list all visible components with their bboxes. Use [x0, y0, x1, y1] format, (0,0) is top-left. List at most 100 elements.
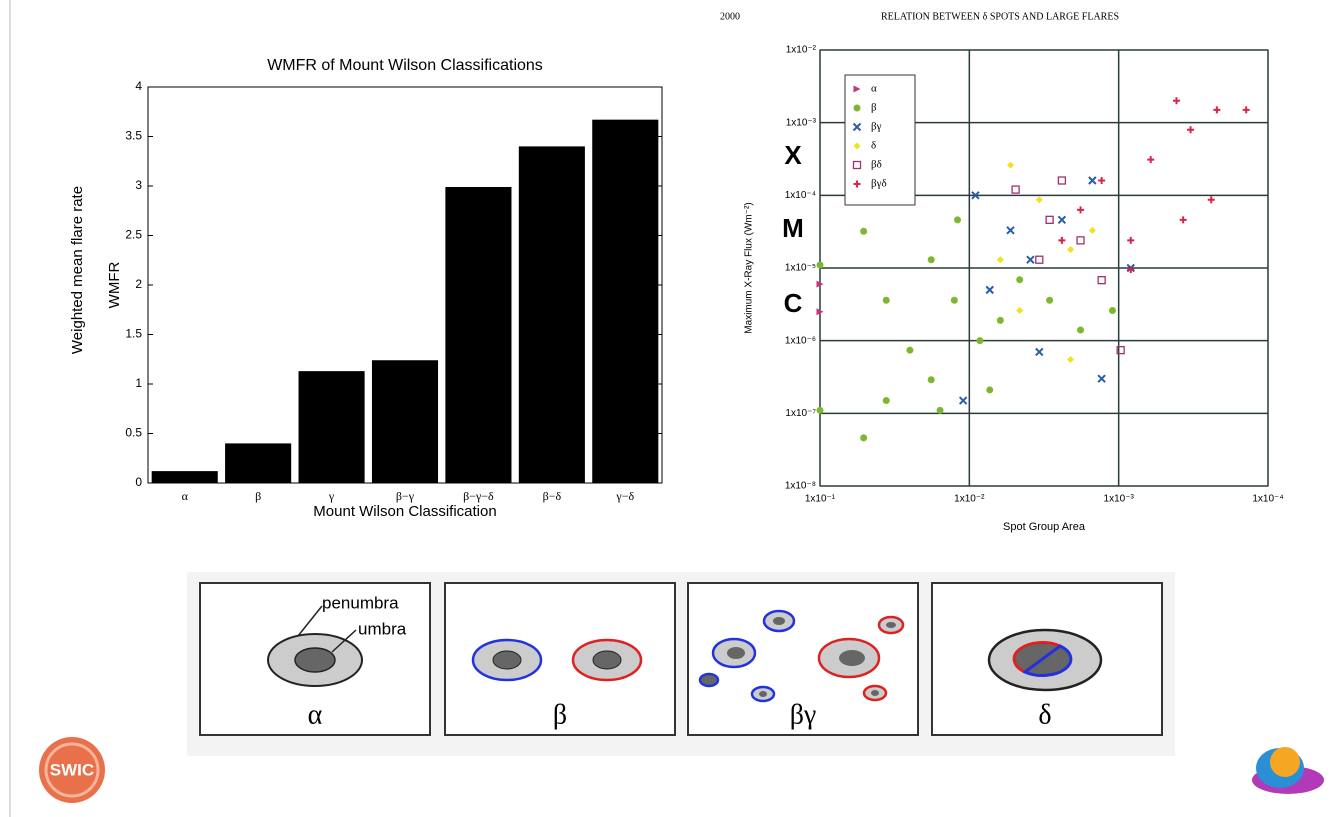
x-tick-label: γ−δ: [615, 489, 634, 503]
point: [1076, 236, 1085, 245]
x-tick-label: β−γ: [396, 489, 415, 503]
legend-marker: [852, 160, 862, 170]
point: [971, 191, 980, 200]
point: [936, 406, 944, 414]
diagram: penumbra umbra α β βγ δ: [187, 572, 1175, 756]
point: [906, 346, 914, 354]
point: [1057, 176, 1067, 185]
bar: [151, 471, 218, 483]
point: [1011, 185, 1020, 194]
point: [882, 296, 890, 304]
umbra: [871, 690, 879, 696]
point: [1088, 176, 1097, 185]
x-tick-label: α: [182, 489, 189, 503]
x-tick-label: β−γ−δ: [463, 489, 494, 503]
logo-sun: [1270, 747, 1300, 777]
panel-label: βγ: [790, 699, 817, 730]
flare-class: X: [784, 140, 802, 170]
point: [1097, 374, 1106, 383]
pointer: [297, 605, 323, 637]
legend-label: βγδ: [871, 178, 887, 190]
point: [1016, 276, 1024, 284]
logo-circle: [39, 737, 105, 803]
annotation: umbra: [358, 619, 407, 638]
umbra: [773, 617, 785, 625]
logo-text: SWIC: [50, 760, 94, 779]
panel-label: δ: [1038, 699, 1051, 730]
point: [860, 434, 868, 442]
legend-label: βγ: [871, 121, 882, 133]
y-tick-label: 1.5: [125, 327, 142, 341]
x-tick-label: β−δ: [543, 489, 562, 503]
point: [1046, 296, 1054, 304]
y-tick-label: 1x10⁻⁷: [785, 408, 816, 419]
point: [985, 285, 994, 295]
flare-class: C: [784, 288, 803, 318]
x-tick-label: 1x10⁻⁴: [1252, 494, 1283, 505]
panel-label: β: [553, 699, 567, 730]
legend-marker: [853, 142, 861, 150]
page-number: 2000: [720, 11, 740, 22]
point: [1098, 177, 1106, 185]
y-tick-label: 0.5: [125, 426, 142, 440]
side-label: Weighted mean flare rate: [69, 186, 86, 354]
point: [1127, 236, 1135, 244]
point: [1108, 307, 1116, 315]
point: [1067, 245, 1075, 253]
legend-marker: [852, 122, 862, 132]
flare-class: M: [782, 213, 804, 243]
point: [1006, 226, 1015, 235]
umbra: [592, 650, 622, 670]
point: [860, 227, 868, 235]
legend-label: δ: [871, 140, 876, 152]
y-tick-label: 1x10⁻⁶: [785, 335, 816, 346]
point: [816, 308, 824, 316]
y-tick-label: 1: [135, 376, 142, 390]
point: [1172, 97, 1180, 105]
point: [1057, 215, 1067, 225]
point: [996, 256, 1004, 264]
y-tick-label: 1x10⁻⁸: [785, 481, 816, 492]
y-tick-label: 2: [135, 277, 142, 291]
umbra-blue: [1022, 644, 1073, 677]
umbra: [759, 691, 767, 697]
point: [1007, 161, 1015, 169]
point: [1035, 347, 1044, 357]
panel-label: α: [308, 699, 323, 730]
y-tick-label: 0: [135, 475, 142, 489]
x-tick-label: β: [255, 489, 261, 503]
x-axis-label: Mount Wilson Classification: [313, 503, 496, 520]
x-tick-label: 1x10⁻²: [954, 494, 985, 505]
bar: [371, 360, 439, 483]
umbra: [492, 650, 522, 670]
legend-marker: [853, 85, 861, 93]
bar: [592, 119, 659, 484]
point: [976, 337, 984, 345]
point: [1207, 196, 1215, 204]
logo-ring: [44, 742, 100, 798]
umbra: [839, 650, 865, 666]
bar: [445, 186, 512, 484]
point: [954, 216, 962, 224]
y-tick-label: 1x10⁻²: [786, 45, 817, 56]
umbra-red: [1012, 641, 1063, 674]
point: [927, 256, 935, 264]
point: [1179, 216, 1187, 224]
annotation: penumbra: [322, 593, 399, 612]
umbra: [294, 647, 336, 673]
x-tick-label: 1x10⁻¹: [805, 494, 836, 505]
point: [996, 316, 1004, 324]
mission-logo: [1252, 747, 1324, 794]
pointer: [331, 629, 357, 653]
point: [927, 376, 935, 384]
bar: [298, 371, 365, 483]
chart-title: WMFR of Mount Wilson Classifications: [267, 57, 543, 74]
point: [816, 280, 824, 288]
point: [1147, 156, 1155, 164]
y-tick-label: 3: [135, 178, 142, 192]
point: [1088, 226, 1096, 234]
point: [1058, 236, 1066, 244]
point: [816, 406, 824, 414]
